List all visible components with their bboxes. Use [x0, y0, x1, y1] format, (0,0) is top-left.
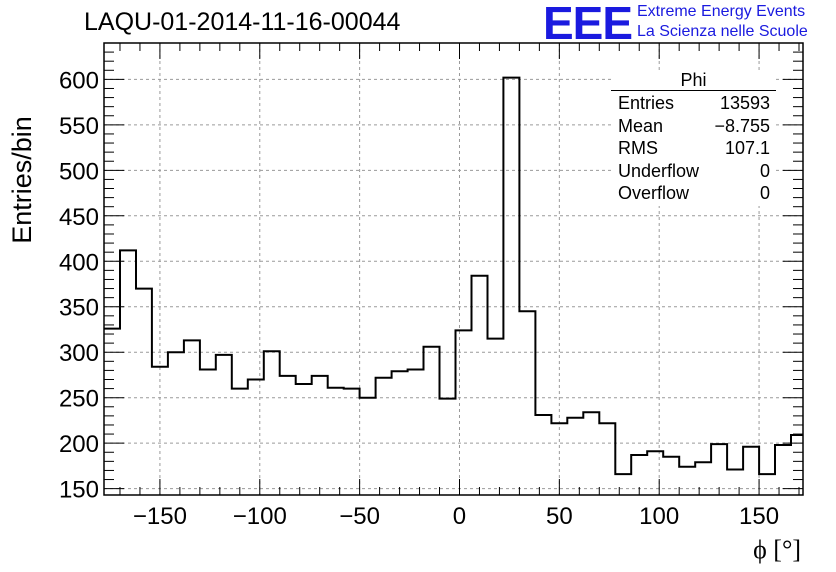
tick-labels: −150 −100 −50 0 50 100 150 150 200 250 300 350 400 45…	[59, 67, 779, 530]
stats-row-mean: Mean −8.755	[618, 116, 770, 138]
x-tick-label: 0	[453, 503, 466, 530]
histogram-bin	[312, 376, 328, 495]
histogram-bin	[376, 378, 392, 495]
stats-row-overflow: Overflow 0	[618, 183, 770, 205]
x-tick-label: 100	[639, 503, 679, 530]
y-tick-label: 150	[59, 477, 99, 504]
histogram-bin	[152, 367, 168, 495]
stats-value: 107.1	[724, 138, 770, 158]
histogram-bin	[727, 470, 743, 495]
histogram-line	[104, 76, 803, 476]
histogram-bin	[759, 474, 775, 495]
y-tick-label: 450	[59, 204, 99, 231]
x-tick-label: −50	[339, 503, 380, 530]
histogram-bin	[440, 399, 456, 495]
stats-row-entries: Entries 13593	[618, 93, 770, 115]
histogram-bin	[503, 78, 519, 495]
logo-line-1: Extreme Energy Events	[637, 3, 806, 20]
y-tick-label: 300	[59, 340, 99, 367]
x-axis-label: ϕ [°]	[753, 535, 801, 564]
histogram-bin	[615, 474, 631, 495]
y-tick-label: 400	[59, 249, 99, 276]
histogram-bin	[168, 352, 184, 495]
histogram-bin	[679, 467, 695, 495]
histogram-bin	[264, 351, 280, 495]
histogram-bin	[471, 276, 487, 495]
stats-value: 0	[759, 161, 770, 181]
histogram-bin	[535, 415, 551, 495]
histogram-bin	[280, 376, 296, 495]
histogram-bin	[136, 289, 152, 495]
histogram-bin	[184, 340, 200, 495]
histogram-bin	[248, 379, 264, 495]
stats-label: Overflow	[618, 183, 690, 203]
run-title: LAQU-01-2014-11-16-00044	[84, 8, 401, 36]
histogram-bin	[455, 330, 471, 495]
histogram-bin	[344, 389, 360, 495]
histogram-bin	[583, 412, 599, 495]
histogram-bin	[487, 339, 503, 495]
histogram-bin	[663, 457, 679, 495]
x-tick-label: 150	[739, 503, 779, 530]
histogram-bin	[408, 369, 424, 495]
axis-ticks	[104, 42, 803, 495]
x-tick-label: −100	[233, 503, 287, 530]
stats-divider	[611, 90, 776, 91]
stats-row-underflow: Underflow 0	[618, 161, 770, 183]
histogram-series	[104, 76, 803, 495]
y-tick-label: 550	[59, 113, 99, 140]
histogram-bin	[647, 451, 663, 495]
histogram-bin	[599, 423, 615, 495]
stats-label: Mean	[618, 116, 664, 136]
histogram-bin	[200, 369, 216, 495]
stats-row-rms: RMS 107.1	[618, 138, 770, 160]
stats-label: Entries	[618, 93, 675, 113]
eee-logo: EEE	[543, 0, 633, 49]
x-tick-label: 50	[546, 503, 573, 530]
histogram-bin	[296, 384, 312, 495]
histogram-bin	[360, 398, 376, 495]
histogram-bin	[216, 355, 232, 495]
histogram-bin	[775, 445, 791, 495]
stats-label: RMS	[618, 138, 658, 158]
stats-box: Phi Entries 13593 Mean −8.755 RMS 107.1 …	[611, 70, 776, 206]
histogram-bin	[791, 435, 803, 495]
histogram-bin	[120, 250, 136, 495]
histogram-bin	[328, 388, 344, 495]
y-tick-label: 350	[59, 295, 99, 322]
stats-value: 13593	[719, 93, 770, 113]
stats-value: 0	[759, 183, 770, 203]
histogram-bin	[424, 347, 440, 495]
histogram-bin	[519, 311, 535, 495]
y-tick-label: 600	[59, 67, 99, 94]
stats-value: −8.755	[714, 116, 770, 136]
histogram-bin	[392, 371, 408, 495]
histogram-bin	[567, 418, 583, 495]
stats-label: Underflow	[618, 161, 700, 181]
stats-title: Phi	[680, 70, 707, 90]
plot-frame	[103, 42, 804, 496]
y-tick-label: 200	[59, 431, 99, 458]
x-tick-label: −150	[133, 503, 187, 530]
histogram-bin	[695, 462, 711, 495]
y-tick-label: 250	[59, 386, 99, 413]
logo-line-2: La Scienza nelle Scuole	[637, 23, 808, 40]
y-axis-label: Entries/bin	[7, 116, 37, 244]
histogram-bin	[232, 389, 248, 495]
y-tick-label: 500	[59, 158, 99, 185]
histogram-bin	[743, 447, 759, 495]
